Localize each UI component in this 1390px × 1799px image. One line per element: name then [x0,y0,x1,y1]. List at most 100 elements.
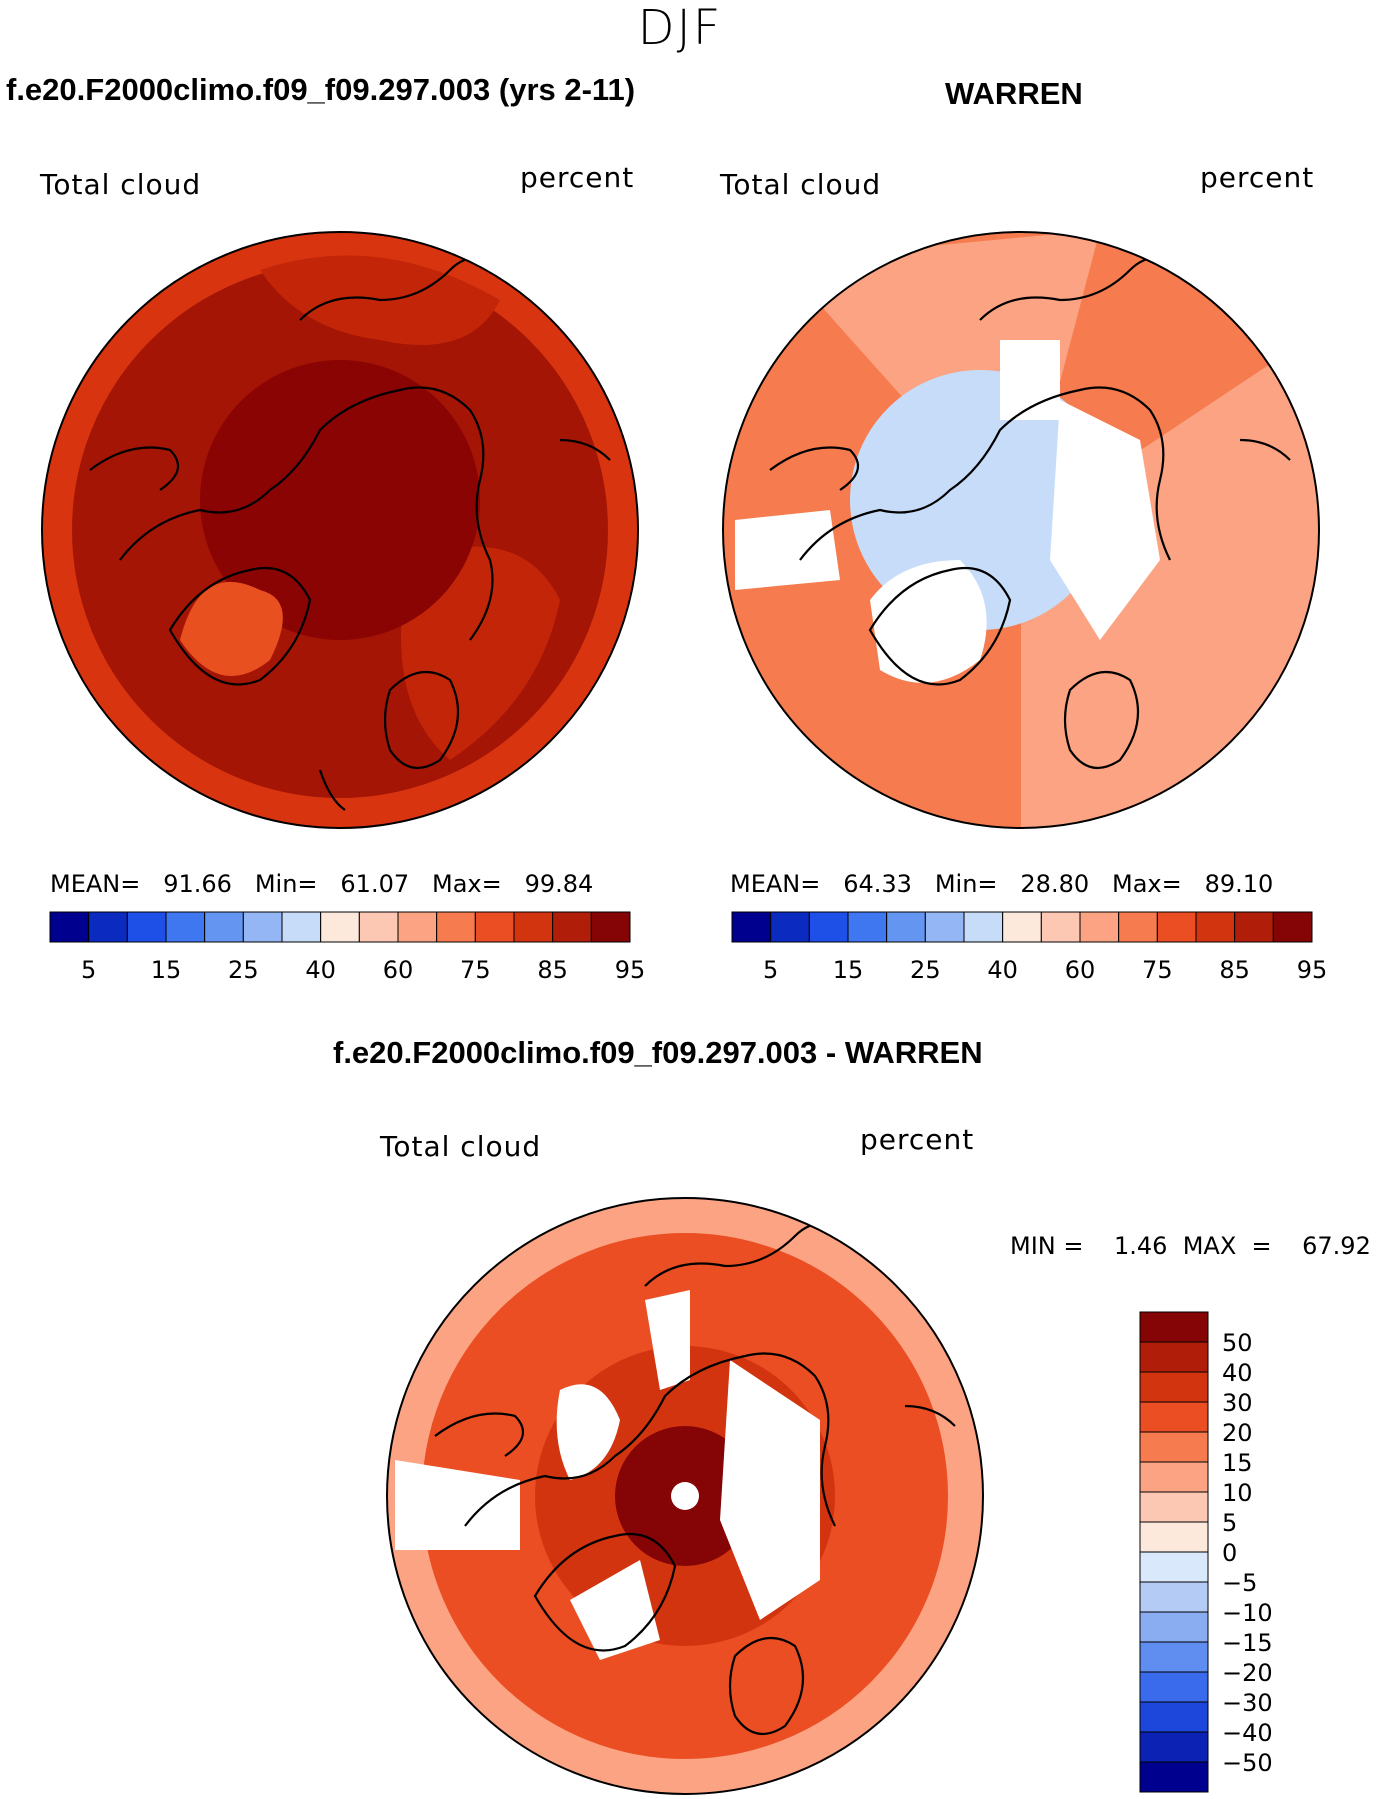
obs-colorbar-tick-label: 85 [1219,956,1250,984]
obs-polar-map [723,232,1319,828]
model-colorbar-swatch [88,911,128,943]
obs-colorbar-swatch [1195,911,1236,943]
model-variable-label: Total cloud [40,168,202,201]
model-colorbar: 5 15 25 40 60 75 85 95 [49,911,646,984]
obs-colorbar-swatch [1234,911,1274,943]
model-colorbar-swatch [126,911,167,943]
obs-colorbar-tick-label: 40 [987,956,1018,984]
model-colorbar-tick-label: 5 [81,956,96,984]
model-panel-title: f.e20.F2000climo.f09_f09.297.003 (yrs 2-… [6,72,636,107]
model-colorbar-tick-label: 85 [537,956,568,984]
diff-colorbar-swatch [1139,1491,1209,1523]
obs-colorbar-swatch [1272,911,1313,943]
obs-colorbar-tick-label: 75 [1142,956,1173,984]
obs-colorbar-tick-label: 5 [763,956,778,984]
diff-colorbar-tick-label: 0 [1222,1539,1237,1567]
obs-colorbar-swatch [731,911,772,943]
diff-colorbar-tick-label: −30 [1222,1689,1273,1717]
model-units-label: percent [520,161,635,194]
diff-colorbar-swatch [1139,1551,1209,1583]
obs-stats: MEAN= 64.33 Min= 28.80 Max= 89.10 [730,870,1274,898]
diff-colorbar-tick-label: −15 [1222,1629,1273,1657]
diff-colorbar-tick-label: 40 [1222,1359,1253,1387]
diff-colorbar-swatch [1139,1431,1209,1463]
diff-polar-map [387,1198,983,1794]
diff-colorbar-tick-label: 15 [1222,1449,1253,1477]
diff-colorbar-swatch [1139,1371,1209,1403]
diff-panel-title: f.e20.F2000climo.f09_f09.297.003 - WARRE… [333,1035,983,1070]
model-field-pole [200,360,480,640]
obs-colorbar-tick-label: 95 [1297,956,1328,984]
diff-colorbar-swatch [1139,1341,1209,1373]
model-field-greenland [180,581,283,676]
obs-colorbar-swatch [1118,911,1158,943]
diff-colorbar-swatch [1139,1611,1209,1643]
diff-colorbar-swatch [1139,1641,1209,1673]
obs-map-border [722,231,1320,829]
obs-field-east-sector [1021,330,1319,828]
obs-colorbar-tick-label: 60 [1065,956,1096,984]
model-colorbar-swatch [281,911,322,943]
model-colorbar-swatch [590,911,631,943]
obs-colorbar-swatch [808,911,849,943]
model-stats: MEAN= 91.66 Min= 61.07 Max= 99.84 [50,870,594,898]
model-colorbar-tick-label: 15 [151,956,182,984]
diff-colorbar-tick-label: 20 [1222,1419,1253,1447]
diff-map-border [386,1197,984,1795]
model-colorbar-tick-label: 25 [228,956,259,984]
obs-field-east-gap [1050,400,1160,640]
diff-gap-west [395,1460,520,1550]
model-colorbar-swatch [165,911,206,943]
obs-colorbar-swatch [1002,911,1042,943]
diff-colorbar-tick-label: −20 [1222,1659,1273,1687]
model-polar-map [42,232,638,828]
model-colorbar-swatch [436,911,476,943]
diff-colorbar-tick-label: 10 [1222,1479,1253,1507]
diff-colorbar-tick-label: 30 [1222,1389,1253,1417]
season-title: DJF [637,0,723,56]
model-colorbar-swatch [513,911,554,943]
obs-field-greenland-gap [870,560,987,683]
model-colorbar-tick-label: 60 [383,956,414,984]
obs-colorbar-swatch [963,911,1004,943]
diff-pole-hole [671,1482,699,1510]
diff-colorbar-swatch [1139,1401,1209,1433]
obs-colorbar-swatch [1079,911,1120,943]
diff-colorbar-swatch [1139,1761,1209,1793]
model-colorbar-swatch [397,911,438,943]
obs-colorbar-swatch [886,911,926,943]
diff-colorbar-tick-label: −40 [1222,1719,1273,1747]
diff-colorbar-swatch [1139,1581,1209,1613]
diff-gap-east [720,1360,820,1620]
model-colorbar-swatch [49,911,90,943]
diff-colorbar-tick-label: 50 [1222,1329,1253,1357]
diff-colorbar-tick-label: −50 [1222,1749,1273,1777]
diff-colorbar-tick-label: 5 [1222,1509,1237,1537]
obs-variable-label: Total cloud [720,168,882,201]
obs-colorbar-swatch [1040,911,1081,943]
diff-gap-north [645,1290,690,1390]
obs-field-pole [850,370,1110,630]
diff-gap-greenland [556,1384,620,1480]
model-colorbar-swatch [358,911,399,943]
diff-colorbar-swatch [1139,1731,1209,1763]
obs-field-west-gap [735,510,840,590]
model-colorbar-tick-label: 95 [615,956,646,984]
model-colorbar-swatch [320,911,360,943]
diff-colorbar-swatch [1139,1701,1209,1733]
diff-colorbar-tick-label: −5 [1222,1569,1257,1597]
obs-panel-title: WARREN [945,76,1083,111]
model-colorbar-swatch [242,911,283,943]
diff-colorbar-tick-label: −10 [1222,1599,1273,1627]
model-colorbar-tick-label: 40 [305,956,336,984]
diff-colorbar-swatch [1139,1461,1209,1493]
model-colorbar-swatch [204,911,244,943]
obs-colorbar-swatch [770,911,810,943]
diff-variable-label: Total cloud [380,1130,542,1163]
obs-colorbar: 5 15 25 40 60 75 85 95 [731,911,1328,984]
obs-units-label: percent [1200,161,1315,194]
model-field-europe-patch [401,546,560,760]
obs-colorbar-swatch [847,911,888,943]
